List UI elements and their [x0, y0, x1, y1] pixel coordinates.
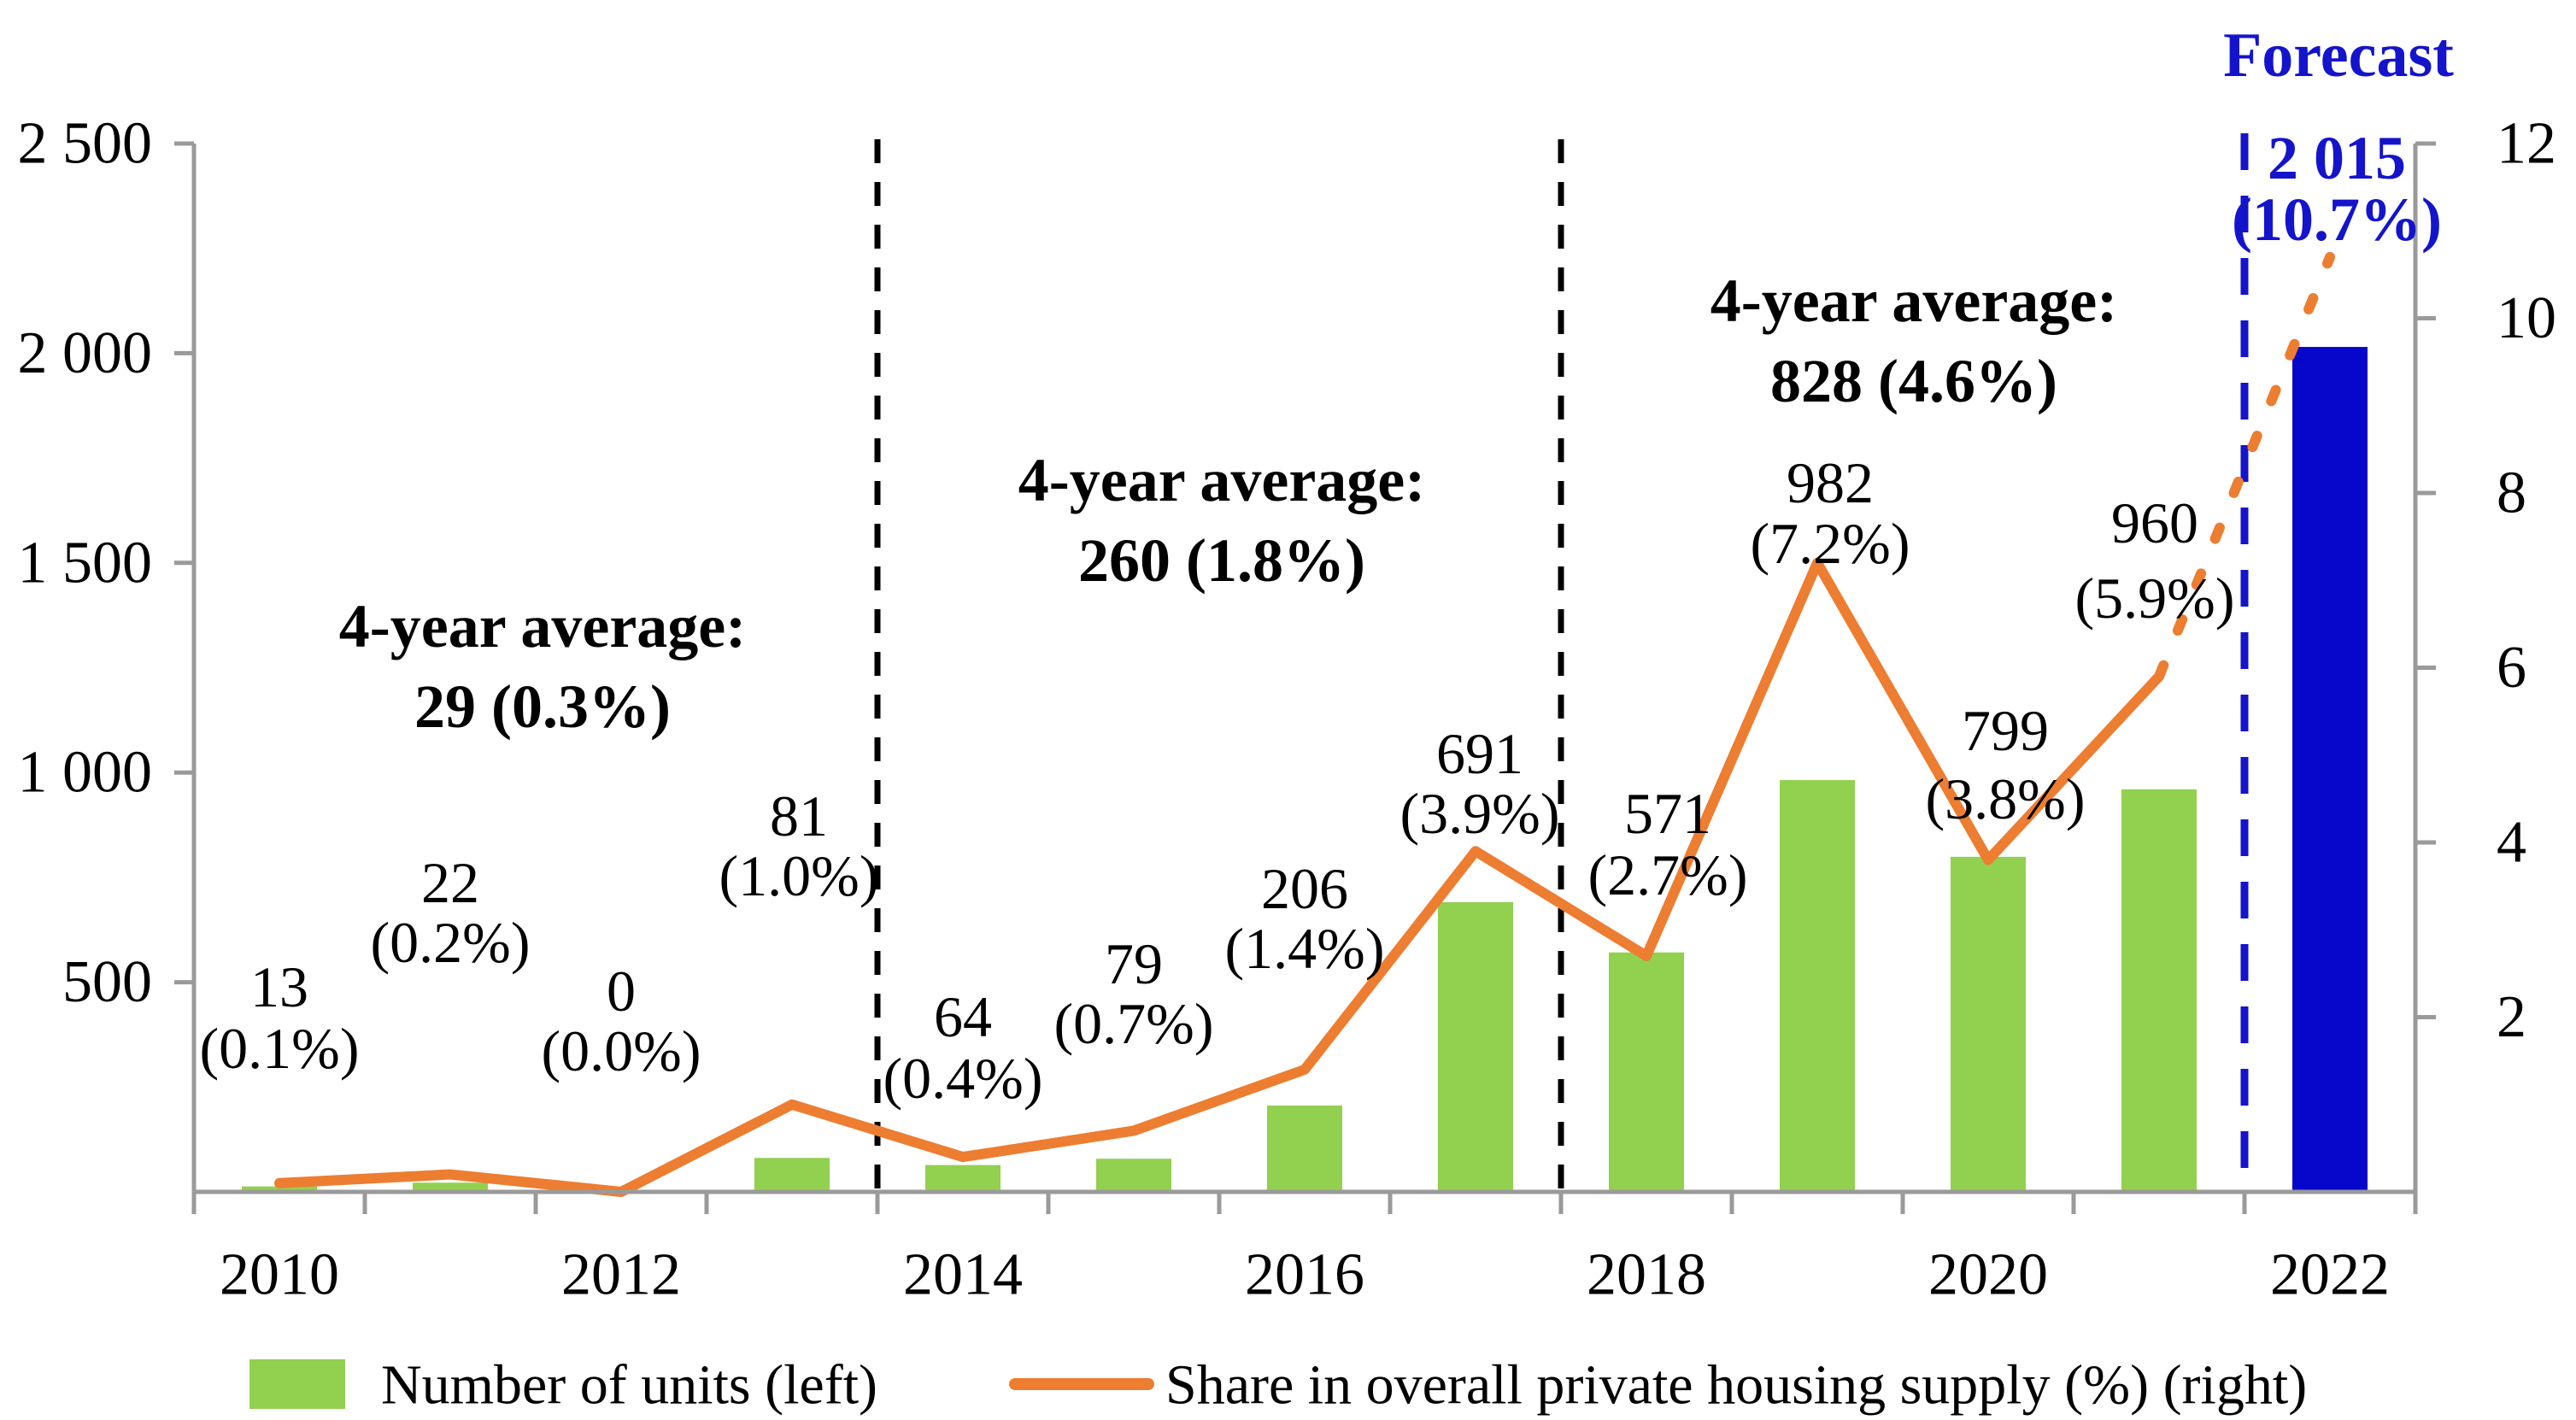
avg-annotation-2-line2: 260 (1.8%): [1078, 526, 1365, 595]
x-axis-year-label: 2012: [561, 1242, 681, 1308]
point-label-percent: (3.9%): [1400, 781, 1560, 846]
units-bar: [754, 1158, 830, 1192]
left-axis-label: 1 000: [18, 740, 153, 806]
point-label-percent: (0.1%): [200, 1016, 360, 1081]
axes: [174, 141, 2436, 1214]
period-separator-lines: [874, 133, 2249, 1192]
units-bar: [1438, 901, 1513, 1192]
point-label-percent: (0.7%): [1054, 991, 1214, 1056]
units-bar: [1951, 856, 2026, 1192]
forecast-point-label-value: 2 015: [2268, 124, 2406, 192]
forecast-title: Forecast: [2223, 21, 2454, 91]
right-axis-label: 8: [2497, 461, 2526, 526]
x-axis-year-label: 2014: [903, 1242, 1023, 1308]
right-axis-label: 10: [2497, 285, 2556, 351]
point-label-value: 799: [1962, 698, 2049, 763]
units-bar: [1780, 780, 1855, 1192]
point-label-value: 960: [2111, 490, 2198, 555]
point-label-percent: (1.0%): [719, 843, 879, 908]
avg-annotation-1-line2: 29 (0.3%): [414, 672, 671, 741]
units-bar: [2121, 789, 2197, 1192]
point-label-percent: (0.0%): [542, 1018, 701, 1083]
left-axis-label: 2 000: [18, 320, 153, 386]
forecast-point-label-percent: (10.7%): [2232, 185, 2442, 254]
point-label-value: 79: [1105, 931, 1163, 996]
x-axis-year-label: 2018: [1587, 1242, 1706, 1308]
point-label-value: 982: [1787, 450, 1874, 515]
right-axis-label: 2: [2497, 984, 2526, 1050]
point-label-value: 206: [1261, 856, 1348, 921]
avg-annotation-2-line1: 4-year average:: [1018, 446, 1425, 514]
share-line: [274, 557, 2164, 1197]
point-label-percent: (5.9%): [2075, 566, 2235, 631]
units-bar: [242, 1186, 317, 1192]
point-label-percent: (2.7%): [1588, 842, 1748, 907]
right-axis-label: 4: [2497, 810, 2526, 876]
point-label-value: 691: [1436, 721, 1523, 786]
avg-annotation-3-line1: 4-year average:: [1710, 267, 2117, 335]
right-axis-label: 6: [2497, 635, 2526, 701]
point-label-percent: (1.4%): [1225, 916, 1385, 981]
legend-bar-swatch: [249, 1359, 345, 1409]
units-bar: [1609, 952, 1684, 1192]
point-label-value: 81: [770, 783, 828, 848]
x-axis-year-label: 2020: [1928, 1242, 2048, 1308]
point-label-value: 64: [934, 984, 992, 1049]
line-series: [274, 251, 2335, 1197]
units-bar: [925, 1165, 1000, 1192]
left-axis-label: 2 500: [18, 111, 153, 177]
bar-series: [242, 347, 2368, 1193]
avg-annotation-1-line1: 4-year average:: [339, 592, 746, 660]
forecast-bar: [2292, 347, 2368, 1193]
x-axis-year-label: 2022: [2270, 1242, 2390, 1308]
legend-line-label: Share in overall private housing supply …: [1165, 1354, 2307, 1417]
x-axis-year-label: 2010: [220, 1242, 339, 1308]
data-point-labels: 13(0.1%) 22(0.2%) 0(0.0%) 81(1.0%) 64(0.4%) 7…: [200, 124, 2442, 1111]
point-label-percent: (0.2%): [371, 910, 531, 975]
point-label-percent: (7.2%): [1751, 511, 1910, 576]
point-label-value: 0: [607, 959, 636, 1024]
units-bar: [1096, 1159, 1171, 1192]
left-axis-label: 500: [62, 949, 152, 1015]
right-axis-label: 12: [2497, 111, 2556, 177]
point-label-value: 571: [1624, 781, 1711, 846]
units-bar: [413, 1182, 488, 1192]
x-axis-year-label: 2016: [1245, 1242, 1364, 1308]
point-label-value: 22: [421, 850, 479, 915]
point-label-value: 13: [250, 954, 308, 1019]
legend-bar-label: Number of units (left): [381, 1354, 877, 1417]
left-axis-label: 1 500: [18, 530, 153, 596]
units-bar: [1267, 1105, 1342, 1192]
avg-annotation-3-line2: 828 (4.6%): [1770, 347, 2057, 415]
point-label-percent: (3.8%): [1926, 766, 2086, 831]
legend: Number of units (left) Share in overall …: [249, 1354, 2307, 1417]
period-average-annotations: 4-year average: 29 (0.3%) 4-year average…: [339, 267, 2117, 741]
point-label-percent: (0.4%): [883, 1046, 1043, 1111]
